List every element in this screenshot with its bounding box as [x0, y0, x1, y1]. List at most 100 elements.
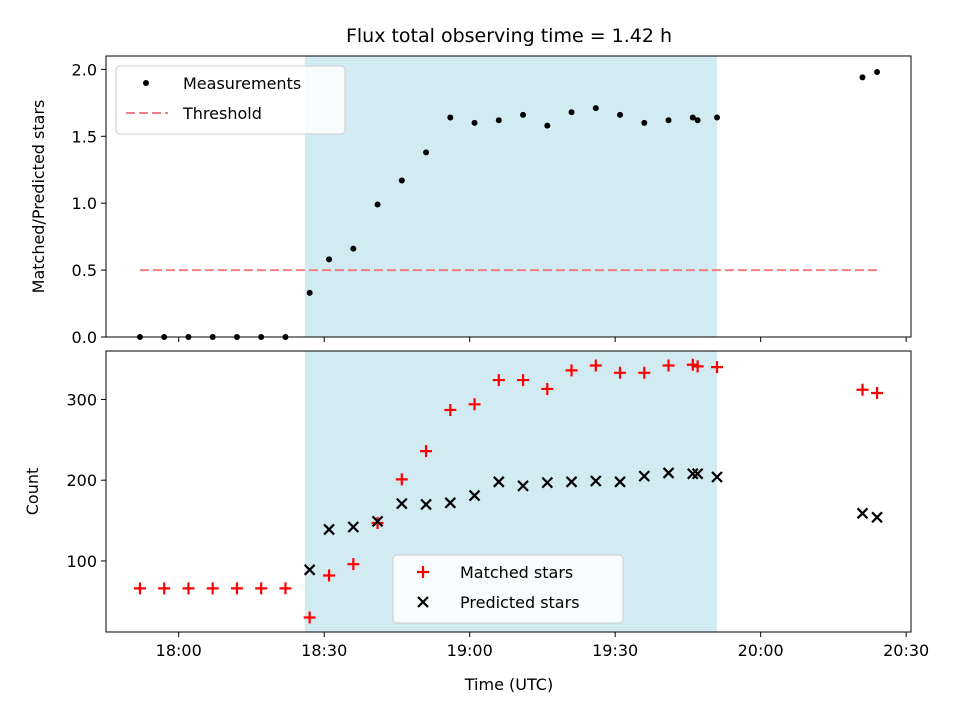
- measurement-point: [694, 117, 701, 124]
- legend-measurement-swatch: [143, 80, 149, 86]
- matched-stars-point: [856, 383, 869, 396]
- measurement-point: [471, 119, 478, 126]
- x-axis-label: Time (UTC): [464, 675, 553, 694]
- matched-stars-point: [691, 360, 704, 373]
- axes-frame: [105, 55, 912, 338]
- predicted-stars-point: [686, 467, 699, 480]
- chart-title: Flux total observing time = 1.42 h: [346, 25, 672, 47]
- measurement-point: [641, 119, 648, 126]
- legend-box: [115, 65, 346, 135]
- x-tick-label: 18:00: [156, 641, 202, 660]
- matched-stars-point: [206, 582, 219, 595]
- y-axis-label: Count: [23, 468, 42, 516]
- measurement-point: [714, 114, 721, 121]
- bottom-panel: 18:00 18:30 19:00 19:30 20:00 20:30 100 200 300 C…: [23, 350, 929, 660]
- matched-stars-point: [230, 582, 243, 595]
- y-tick-label: 100: [66, 552, 97, 571]
- axes-frame: [105, 350, 912, 633]
- measurement-point: [326, 256, 333, 263]
- predicted-stars-point: [347, 521, 360, 533]
- x-tick-label: 19:00: [447, 641, 493, 660]
- predicted-stars-point: [565, 476, 578, 488]
- predicted-stars-point: [541, 476, 554, 489]
- predicted-stars-point: [371, 515, 384, 528]
- matched-stars-point: [614, 366, 627, 379]
- matched-stars-point: [468, 398, 481, 411]
- measurement-point: [306, 289, 313, 296]
- matched-stars-point: [279, 582, 292, 595]
- matched-stars-point: [871, 386, 884, 399]
- x-tick-label: 20:30: [883, 641, 929, 660]
- legend-label: Threshold: [182, 104, 262, 123]
- matched-stars-point: [255, 582, 268, 595]
- legend-label: Measurements: [183, 74, 301, 93]
- measurement-point: [689, 114, 696, 121]
- measurement-point: [859, 74, 866, 81]
- legend-box: [392, 554, 624, 624]
- matched-stars-point: [371, 516, 384, 529]
- predicted-stars-point: [468, 489, 481, 502]
- predicted-stars-point: [691, 467, 704, 480]
- measurement-point: [350, 245, 357, 252]
- measurement-point: [544, 122, 551, 129]
- measurement-point: [592, 105, 599, 112]
- legend-matched-swatch: [417, 566, 429, 578]
- predicted-stars-point: [856, 507, 869, 520]
- matched-stars-point: [589, 359, 602, 372]
- matched-stars-point: [347, 558, 360, 571]
- predicted-stars-point: [614, 476, 626, 488]
- predicted-stars-point: [420, 498, 432, 511]
- predicted-stars-point: [396, 497, 408, 510]
- matched-stars-point: [303, 611, 316, 624]
- y-tick-label: 200: [66, 471, 97, 490]
- measurement-point: [874, 69, 881, 76]
- matched-stars-point: [444, 403, 457, 416]
- matched-stars-point: [517, 374, 530, 387]
- y-tick-label: 2.0: [72, 60, 97, 79]
- y-tick-label: 1.0: [72, 194, 97, 213]
- measurement-point: [423, 149, 430, 156]
- observing-window-span: [304, 56, 718, 337]
- matched-stars-point: [711, 361, 724, 374]
- matched-stars-point: [420, 445, 433, 458]
- matched-stars-point: [395, 473, 408, 486]
- measurement-point: [617, 111, 624, 118]
- measurement-point: [665, 117, 672, 124]
- measurement-point: [495, 117, 502, 124]
- matched-stars-point: [638, 366, 651, 379]
- matched-stars-point: [133, 582, 146, 595]
- predicted-stars-point: [444, 497, 457, 509]
- measurement-point: [568, 109, 575, 116]
- matched-stars-point: [323, 569, 336, 582]
- y-tick-label: 300: [66, 390, 97, 409]
- predicted-stars-point: [590, 475, 602, 487]
- measurement-point: [374, 201, 381, 208]
- x-tick-label: 18:30: [301, 641, 347, 660]
- predicted-stars-point: [517, 480, 529, 492]
- predicted-stars-point: [323, 523, 335, 536]
- matched-stars-point: [182, 582, 195, 595]
- measurement-point: [447, 114, 454, 121]
- top-panel: 0.0 0.5 1.0 1.5 2.0 Matched/Predicted stars Me…: [29, 55, 912, 347]
- predicted-stars-point: [638, 470, 651, 482]
- legend-label: Predicted stars: [460, 593, 580, 612]
- predicted-stars-point: [711, 471, 723, 483]
- y-axis-label: Matched/Predicted stars: [29, 100, 48, 294]
- measurement-point: [398, 177, 405, 184]
- matched-stars-point: [565, 364, 578, 377]
- y-tick-label: 0.5: [72, 261, 97, 280]
- y-tick-label: 1.5: [72, 127, 97, 146]
- matched-stars-point: [541, 382, 554, 395]
- x-tick-label: 20:00: [738, 641, 784, 660]
- measurement-point: [520, 111, 527, 118]
- legend-label: Matched stars: [460, 563, 573, 582]
- matched-stars-point: [662, 359, 675, 372]
- predicted-stars-point: [303, 564, 316, 576]
- matched-stars-point: [492, 374, 505, 387]
- x-tick-label: 19:30: [592, 641, 638, 660]
- matched-stars-point: [158, 582, 171, 595]
- y-tick-label: 0.0: [72, 328, 97, 347]
- predicted-stars-point: [662, 467, 675, 479]
- predicted-stars-point: [871, 511, 883, 524]
